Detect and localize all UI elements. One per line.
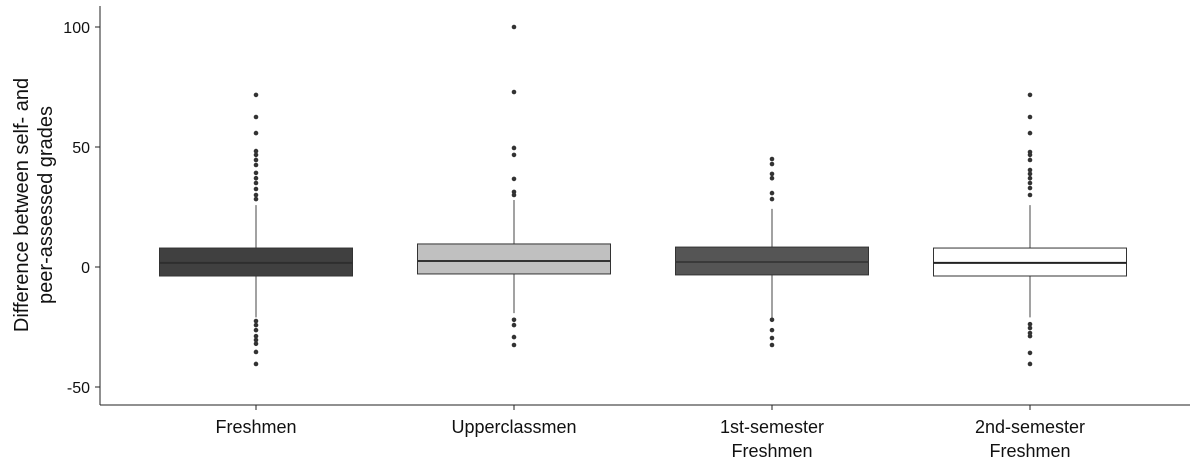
outlier — [769, 196, 775, 202]
x-tick-label: 2nd-semester Freshmen — [975, 417, 1085, 461]
outlier — [253, 186, 259, 192]
x-tick-label: Freshmen — [215, 417, 296, 437]
outlier — [1027, 180, 1033, 186]
x-tick-label-line: Upperclassmen — [451, 417, 576, 437]
outlier — [253, 114, 259, 120]
outlier — [511, 317, 517, 323]
outlier — [511, 89, 517, 95]
outlier — [511, 152, 517, 158]
outlier — [511, 342, 517, 348]
outlier — [769, 327, 775, 333]
outlier — [769, 317, 775, 323]
outlier — [769, 190, 775, 196]
box — [417, 243, 611, 275]
outlier — [1027, 167, 1033, 173]
outlier — [511, 24, 517, 30]
y-tick-label: -50 — [67, 380, 90, 397]
x-tick-label: 1st-semester Freshmen — [720, 417, 824, 461]
y-axis-label: Difference between self- and peer-assesse… — [11, 78, 57, 332]
outlier — [1027, 171, 1033, 177]
outlier — [511, 176, 517, 182]
y-tick-label: 50 — [72, 140, 90, 157]
x-tick-label-line: Freshmen — [215, 417, 296, 437]
outlier — [253, 349, 259, 355]
outlier — [253, 192, 259, 198]
outlier — [511, 334, 517, 340]
outlier — [769, 342, 775, 348]
outlier — [769, 335, 775, 341]
outlier — [769, 156, 775, 162]
outlier — [253, 327, 259, 333]
outlier — [253, 162, 259, 168]
outlier — [1027, 333, 1033, 339]
outlier — [769, 161, 775, 167]
outlier — [511, 322, 517, 328]
outlier — [253, 361, 259, 367]
outlier — [253, 157, 259, 163]
outlier — [1027, 350, 1033, 356]
outlier — [253, 322, 259, 328]
outlier — [253, 337, 259, 343]
outlier — [1027, 130, 1033, 136]
outlier — [253, 196, 259, 202]
x-tick-label: Upperclassmen — [451, 417, 576, 437]
outlier — [769, 171, 775, 177]
outlier — [1027, 185, 1033, 191]
x-tick-label-line: 1st-semester — [720, 417, 824, 437]
outlier — [1027, 361, 1033, 367]
outlier — [253, 92, 259, 98]
x-tick-label-line: 2nd-semester — [975, 417, 1085, 437]
outlier — [253, 341, 259, 347]
outlier — [1027, 325, 1033, 331]
x-tick-label-line: Freshmen — [989, 441, 1070, 461]
y-tick-label: 0 — [81, 260, 90, 277]
x-tick-label-line: Freshmen — [731, 441, 812, 461]
outlier — [253, 318, 259, 324]
outlier — [1027, 92, 1033, 98]
outlier — [1027, 152, 1033, 158]
outlier — [253, 180, 259, 186]
outlier — [253, 152, 259, 158]
y-axis-label-line: Difference between self- and — [11, 78, 33, 332]
y-tick-label: 100 — [63, 20, 90, 37]
outlier — [253, 333, 259, 339]
outlier — [1027, 114, 1033, 120]
outlier — [1027, 192, 1033, 198]
y-axis-label-line: peer-assessed grades — [35, 106, 57, 304]
outlier — [1027, 157, 1033, 163]
outlier — [253, 175, 259, 181]
outlier — [511, 145, 517, 151]
outlier — [1027, 321, 1033, 327]
outlier — [1027, 175, 1033, 181]
outlier — [769, 175, 775, 181]
outlier — [253, 130, 259, 136]
outlier — [511, 192, 517, 198]
outlier — [253, 170, 259, 176]
outlier — [253, 148, 259, 154]
